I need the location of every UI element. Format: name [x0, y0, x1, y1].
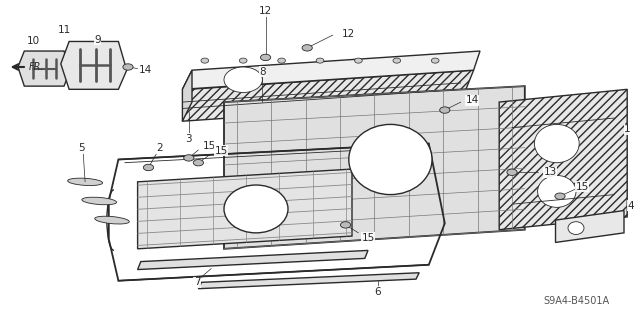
Polygon shape [182, 70, 474, 121]
Text: S9A4-B4501A: S9A4-B4501A [543, 296, 609, 307]
Ellipse shape [224, 185, 288, 233]
Ellipse shape [224, 67, 262, 93]
Ellipse shape [431, 58, 439, 63]
Ellipse shape [555, 193, 565, 199]
Text: 6: 6 [374, 287, 381, 297]
Ellipse shape [193, 160, 204, 166]
Polygon shape [499, 89, 627, 230]
Ellipse shape [239, 58, 247, 63]
Polygon shape [18, 51, 70, 86]
Ellipse shape [143, 164, 154, 171]
Text: 2: 2 [157, 143, 163, 153]
Ellipse shape [355, 58, 362, 63]
Polygon shape [182, 70, 192, 121]
Ellipse shape [82, 197, 116, 205]
Text: 10: 10 [27, 36, 40, 47]
Polygon shape [61, 41, 127, 89]
Ellipse shape [123, 64, 133, 70]
Text: 11: 11 [58, 25, 70, 35]
Ellipse shape [440, 107, 450, 113]
Text: 13: 13 [544, 167, 557, 177]
Ellipse shape [68, 178, 102, 186]
Polygon shape [198, 273, 419, 289]
Ellipse shape [534, 124, 579, 163]
Polygon shape [182, 51, 480, 89]
Text: 7: 7 [194, 277, 200, 287]
Text: 9: 9 [94, 35, 100, 45]
Text: 4: 4 [627, 201, 634, 211]
Text: 1: 1 [624, 124, 630, 134]
Text: 15: 15 [362, 233, 374, 243]
Polygon shape [556, 211, 624, 242]
Ellipse shape [349, 124, 432, 195]
Ellipse shape [278, 58, 285, 63]
Ellipse shape [95, 216, 129, 224]
Ellipse shape [568, 222, 584, 234]
Ellipse shape [316, 58, 324, 63]
Polygon shape [138, 250, 368, 270]
Text: 5: 5 [79, 143, 85, 153]
Text: FR.: FR. [29, 62, 44, 72]
Ellipse shape [260, 54, 271, 61]
Text: 8: 8 [259, 67, 266, 77]
Ellipse shape [302, 45, 312, 51]
Ellipse shape [538, 175, 576, 207]
Text: 12: 12 [259, 6, 272, 16]
Text: 15: 15 [215, 145, 228, 156]
Ellipse shape [201, 58, 209, 63]
Text: 14: 14 [140, 64, 152, 75]
Polygon shape [224, 86, 525, 249]
Ellipse shape [184, 155, 194, 161]
Ellipse shape [393, 58, 401, 63]
Polygon shape [138, 169, 352, 249]
Text: 3: 3 [186, 134, 192, 144]
Text: 15: 15 [204, 141, 216, 151]
Text: 15: 15 [576, 182, 589, 192]
Ellipse shape [340, 222, 351, 228]
Ellipse shape [507, 169, 517, 175]
Text: 14: 14 [466, 95, 479, 106]
Text: 12: 12 [342, 29, 355, 40]
